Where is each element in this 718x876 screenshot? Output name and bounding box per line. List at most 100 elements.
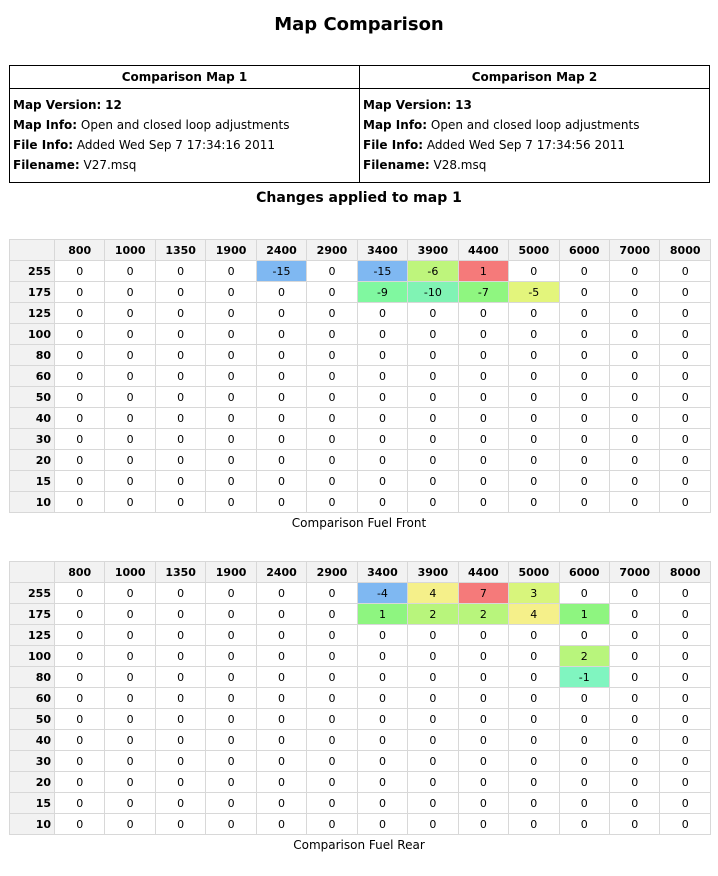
table-row: 30 0 0 0 0 0 0 0 0 0 0 0 0 0	[9, 428, 711, 450]
value-cell: 0	[53, 645, 106, 667]
value-cell: 0	[356, 792, 409, 814]
row-header: 175	[9, 603, 55, 625]
value-cell: 0	[205, 708, 257, 730]
value-cell: 0	[659, 687, 711, 709]
value-cell: 0	[457, 344, 510, 366]
value-cell: 0	[356, 344, 409, 366]
value-cell: 0	[608, 582, 661, 604]
value-cell: 0	[508, 386, 560, 408]
value-cell: 0	[154, 260, 207, 282]
value-cell: 0	[104, 729, 156, 751]
value-cell: 0	[407, 645, 459, 667]
value-cell: 0	[53, 323, 106, 345]
value-cell: 0	[608, 645, 661, 667]
value-cell: 0	[659, 813, 711, 835]
value-cell: 0	[508, 708, 560, 730]
table-row: 255 0 0 0 0 0 0 -4 4 7 3 0 0 0	[9, 582, 711, 604]
value-cell: 0	[356, 624, 409, 646]
row-header: 20	[9, 771, 55, 793]
corner-cell	[9, 561, 55, 583]
value-cell: 0	[154, 428, 207, 450]
value-cell: 0	[659, 771, 711, 793]
value-cell: 0	[558, 470, 610, 492]
value-cell: 0	[306, 750, 358, 772]
value-cell: 1	[457, 260, 510, 282]
map-version-label: Map Version:	[363, 98, 452, 112]
value-cell: 0	[306, 729, 358, 751]
value-cell: 0	[457, 323, 510, 345]
value-cell: 0	[356, 302, 409, 324]
map2-details: Map Version: 13 Map Info: Open and close…	[359, 88, 710, 183]
table-row: 40 0 0 0 0 0 0 0 0 0 0 0 0 0	[9, 729, 711, 751]
value-cell: 0	[407, 365, 459, 387]
value-cell: 0	[53, 365, 106, 387]
value-cell: 0	[558, 407, 610, 429]
value-cell: 0	[104, 813, 156, 835]
value-cell: 0	[457, 365, 510, 387]
value-cell: 0	[558, 582, 610, 604]
value-cell: 0	[508, 792, 560, 814]
value-cell: 0	[407, 407, 459, 429]
column-header: 3400	[356, 561, 409, 583]
table-row: 50 0 0 0 0 0 0 0 0 0 0 0 0 0	[9, 708, 711, 730]
value-cell: 0	[407, 750, 459, 772]
value-cell: 0	[104, 624, 156, 646]
value-cell: 0	[508, 470, 560, 492]
value-cell: 0	[356, 750, 409, 772]
page-title: Map Comparison	[274, 14, 444, 35]
value-cell: 2	[558, 645, 610, 667]
map1-info-line: Map Info: Open and closed loop adjustmen…	[13, 115, 356, 135]
value-cell: 0	[508, 344, 560, 366]
column-header: 8000	[659, 239, 711, 261]
table-row: 60 0 0 0 0 0 0 0 0 0 0 0 0 0	[9, 687, 711, 709]
value-cell: 0	[306, 491, 358, 513]
value-cell: 0	[457, 470, 510, 492]
fuel-front-table: 800 1000 1350 1900 2400 2900 3400 3900 4400 5000 6…	[9, 239, 711, 513]
value-cell: 0	[154, 666, 207, 688]
value-cell: 0	[205, 344, 257, 366]
value-cell: 0	[154, 729, 207, 751]
value-cell: 0	[205, 603, 257, 625]
value-cell: 0	[255, 449, 308, 471]
row-header: 30	[9, 428, 55, 450]
value-cell: -15	[255, 260, 308, 282]
value-cell: 0	[53, 624, 106, 646]
value-cell: 0	[457, 666, 510, 688]
value-cell: 0	[508, 750, 560, 772]
value-cell: 0	[53, 386, 106, 408]
value-cell: -1	[558, 666, 610, 688]
row-header: 80	[9, 344, 55, 366]
value-cell: 0	[104, 365, 156, 387]
map-info-label: Map Info:	[363, 118, 428, 132]
column-header: 6000	[558, 239, 610, 261]
value-cell: 0	[154, 365, 207, 387]
column-header: 2400	[255, 561, 308, 583]
value-cell: 0	[104, 428, 156, 450]
value-cell: 0	[407, 344, 459, 366]
value-cell: 0	[205, 470, 257, 492]
value-cell: 0	[154, 708, 207, 730]
value-cell: 0	[255, 813, 308, 835]
value-cell: 0	[407, 491, 459, 513]
value-cell: 0	[558, 771, 610, 793]
value-cell: 0	[104, 645, 156, 667]
column-header: 3400	[356, 239, 409, 261]
table-row: 20 0 0 0 0 0 0 0 0 0 0 0 0 0	[9, 449, 711, 471]
value-cell: 0	[205, 582, 257, 604]
value-cell: 0	[508, 449, 560, 471]
value-cell: 0	[255, 281, 308, 303]
value-cell: 0	[255, 603, 308, 625]
value-cell: -4	[356, 582, 409, 604]
filename-label: Filename:	[363, 158, 430, 172]
column-header: 4400	[457, 239, 510, 261]
row-header: 10	[9, 813, 55, 835]
value-cell: 0	[104, 302, 156, 324]
value-cell: 0	[255, 624, 308, 646]
map2-file-info-line: File Info: Added Wed Sep 7 17:34:56 2011	[363, 135, 706, 155]
value-cell: 0	[457, 750, 510, 772]
value-cell: 0	[407, 624, 459, 646]
value-cell: 0	[659, 344, 711, 366]
value-cell: 0	[608, 302, 661, 324]
value-cell: 0	[608, 428, 661, 450]
map-info-table: Comparison Map 1 Comparison Map 2 Map Ve…	[9, 65, 710, 183]
